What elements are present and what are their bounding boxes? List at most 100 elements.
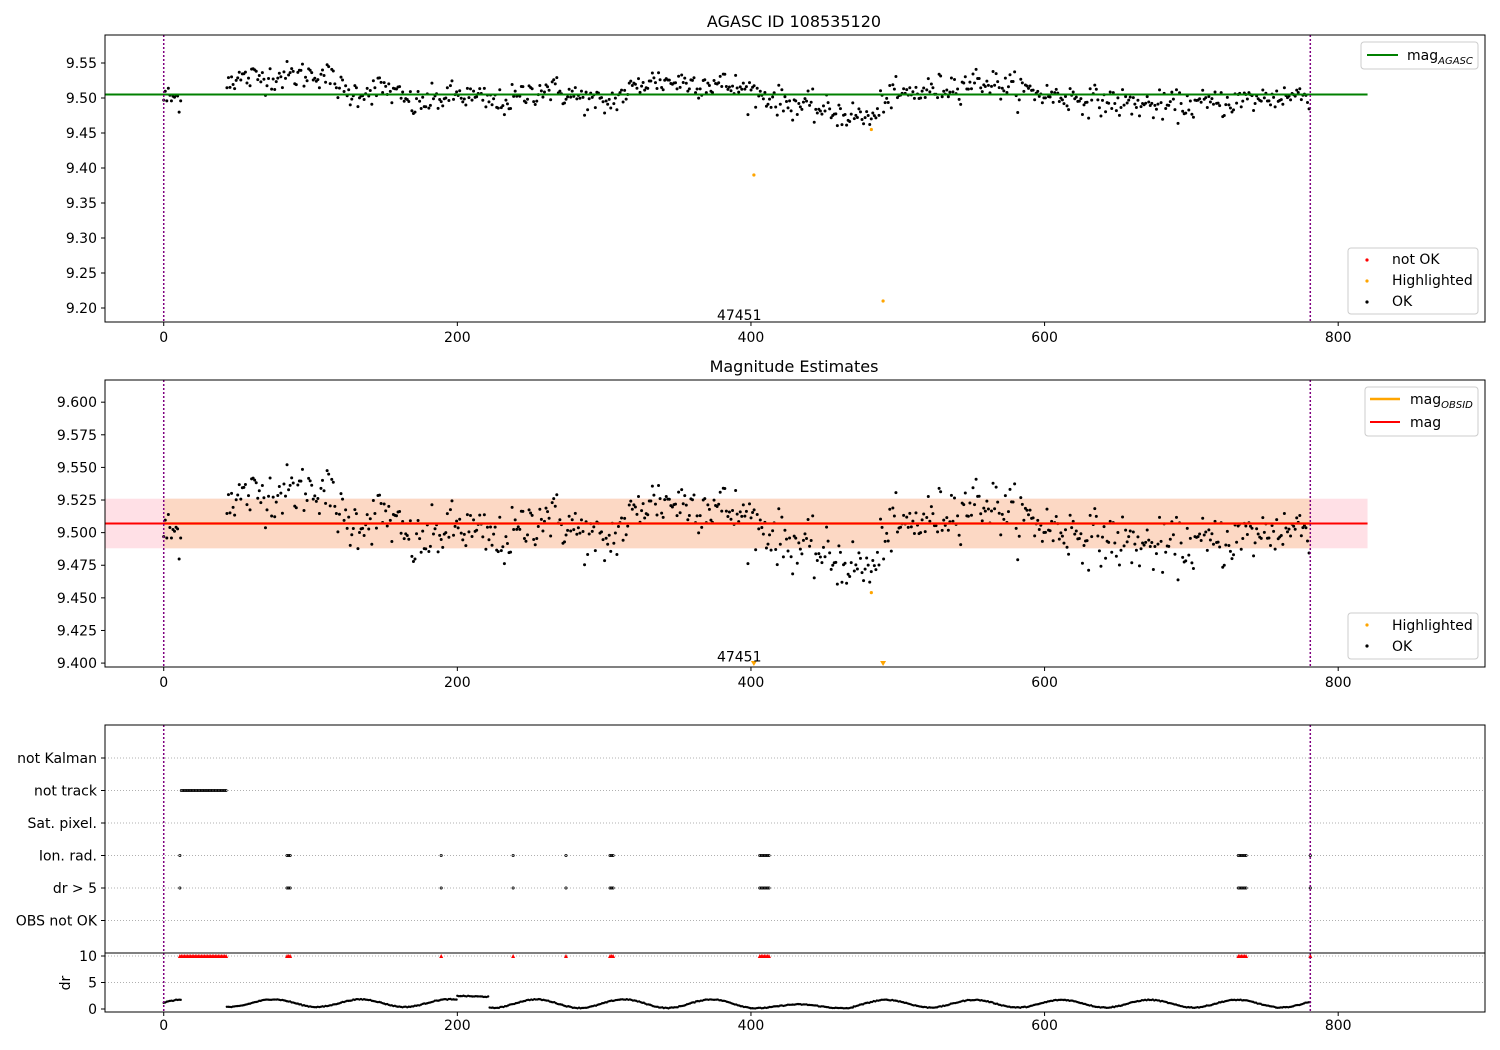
legend-2-highlighted-marker [1365,623,1369,627]
ok-point [882,110,886,114]
ok-point [740,514,744,518]
ok-point [578,96,582,100]
ok-point [341,78,345,82]
ok-point [687,514,691,518]
ok-point [855,116,859,120]
ok-point [287,488,291,492]
flag-point [206,789,210,793]
ok-point [991,70,995,74]
ok-point [439,538,443,542]
ok-point [626,524,630,528]
ok-point [684,81,688,85]
ok-point [1285,530,1289,534]
flag-point [288,854,292,858]
ok-point [612,102,616,106]
ok-point [1208,100,1212,104]
ok-point [1272,95,1276,99]
ok-point [1124,95,1128,99]
ok-point [1218,104,1222,108]
ok-point [316,496,320,500]
ok-point [398,509,402,513]
ok-point [450,499,454,503]
ok-point [243,482,247,486]
flag-point [610,854,614,858]
ok-point [1204,530,1208,534]
ok-point [1210,97,1214,101]
ok-point [504,535,508,539]
ok-point [724,84,728,88]
ok-point [971,486,975,490]
ok-point [922,512,926,516]
ok-point [818,555,822,559]
ok-point [1125,101,1129,105]
ok-point [408,90,412,94]
ok-point [260,483,264,487]
ok-point [1295,516,1299,520]
ok-point [350,97,354,101]
ok-point [717,502,721,506]
ok-point [319,486,323,490]
ok-point [794,99,798,103]
ok-point [1033,98,1037,102]
ok-point [888,83,892,87]
flag-point [202,789,206,793]
ok-point [761,532,765,536]
ok-point [535,536,539,540]
ok-point [1262,96,1266,100]
ok-point [362,534,366,538]
ok-point [538,507,542,511]
x-tick-label: 400 [738,675,765,691]
flag-label-not-kalman: not Kalman [17,751,97,767]
ok-point [1065,545,1069,549]
ok-point [553,504,557,508]
ok-point [764,104,768,108]
ok-point [302,509,306,513]
legend-highlighted: Highlighted [1392,273,1473,289]
ok-point [837,544,841,548]
ok-point [703,78,707,82]
ok-point [327,472,331,476]
ok-point [994,72,998,76]
panel-4-x-axis: 0 200 400 600 800 [159,1012,1352,1034]
panel-3-flag-labels: not Kalman not track Sat. pixel. Ion. rad. d… [16,751,105,930]
ok-point [277,71,281,75]
ok-point [427,550,431,554]
ok-point [968,501,972,505]
ok-point [290,67,294,71]
ok-point [1190,561,1194,565]
ok-point [1131,530,1135,534]
ok-point [1191,115,1195,119]
ok-point [871,111,875,115]
ok-point [1235,540,1239,544]
ok-point [919,96,923,100]
ok-point [777,507,781,511]
ok-point [552,497,556,501]
ok-point [1137,564,1141,568]
ok-point [482,86,486,90]
ok-point [919,531,923,535]
ok-point [385,524,389,528]
ok-point [834,112,838,116]
ok-point [1205,106,1209,110]
ok-point [683,494,687,498]
ok-point [1108,519,1112,523]
ok-point [994,485,998,489]
flag-point [765,886,769,890]
ok-point [766,542,770,546]
ok-point [829,116,833,120]
ok-point [774,105,778,109]
ok-point [538,83,542,87]
ok-point [962,81,966,85]
ok-point [1224,103,1228,107]
ok-point [1036,518,1040,522]
ok-point [536,524,540,528]
ok-point [805,99,809,103]
ok-point [1253,541,1257,545]
ok-point [695,514,699,518]
ok-point [1282,511,1286,515]
ok-point [805,537,809,541]
ok-point [848,575,852,579]
ok-point [1097,106,1101,110]
ok-point [452,97,456,101]
ok-point [334,86,338,90]
